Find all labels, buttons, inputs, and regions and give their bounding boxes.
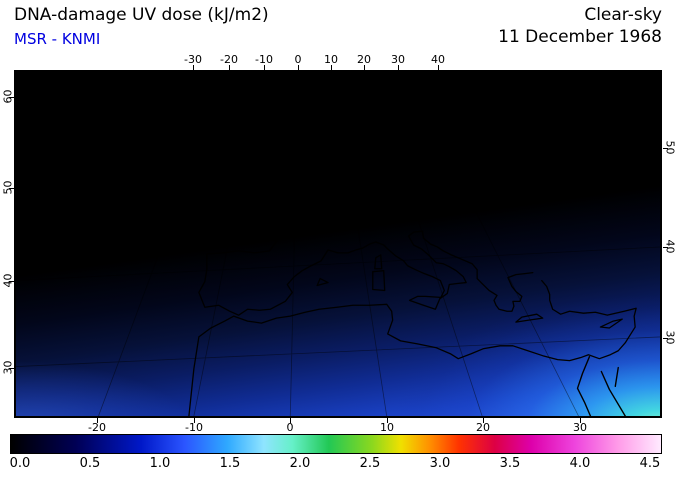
axis-tick-mark — [438, 65, 439, 70]
lon-tick-label-bottom: -20 — [88, 421, 106, 434]
lon-tick-label-top: -20 — [220, 53, 238, 66]
graticule-lines — [16, 72, 660, 416]
lon-tick-label-top: 10 — [324, 53, 338, 66]
source-label: MSR - KNMI — [14, 30, 101, 48]
lon-tick-label-bottom: 30 — [573, 421, 587, 434]
lon-tick-label-top: 0 — [294, 53, 302, 66]
lon-tick-label-bottom: 10 — [380, 421, 394, 434]
colorbar-tick-label: 0.0 — [9, 456, 31, 471]
lon-tick-label-top: 40 — [431, 53, 445, 66]
colorbar-tick-label: 4.5 — [639, 456, 661, 471]
axis-tick-mark — [193, 65, 194, 70]
page-title: DNA-damage UV dose (kJ/m2) — [14, 5, 269, 25]
colorbar-tick-label: 1.5 — [219, 456, 241, 471]
axis-tick-mark — [229, 65, 230, 70]
lon-tick-label-top: 30 — [391, 53, 405, 66]
axis-tick-mark — [97, 418, 98, 423]
map-overlay — [16, 72, 660, 416]
axis-tick-mark — [483, 418, 484, 423]
sky-condition-label: Clear-sky — [584, 5, 662, 25]
coastline-africa-levant — [188, 279, 637, 416]
colorbar-tick-label: 2.5 — [359, 456, 381, 471]
axis-tick-mark — [663, 338, 668, 339]
axis-tick-mark — [580, 418, 581, 423]
colorbar-tick-label: 3.5 — [499, 456, 521, 471]
lon-tick-label-bottom: -10 — [185, 421, 203, 434]
map-panel — [14, 70, 662, 418]
axis-tick-mark — [398, 65, 399, 70]
axis-tick-mark — [264, 65, 265, 70]
coastlines-layer — [188, 178, 637, 416]
axis-tick-mark — [290, 418, 291, 423]
colorbar-tick-label: 1.0 — [149, 456, 171, 471]
axis-tick-mark — [194, 418, 195, 423]
axis-tick-mark — [364, 65, 365, 70]
axis-tick-mark — [9, 368, 14, 369]
colorbar-tick-label: 3.0 — [429, 456, 451, 471]
axis-tick-mark — [387, 418, 388, 423]
axis-tick-mark — [9, 97, 14, 98]
lon-tick-label-top: -10 — [255, 53, 273, 66]
axis-tick-mark — [298, 65, 299, 70]
axis-tick-mark — [331, 65, 332, 70]
colorbar-tick-label: 2.0 — [289, 456, 311, 471]
axis-tick-mark — [663, 247, 668, 248]
colorbar-tick-label: 4.0 — [569, 456, 591, 471]
colorbar-tick-label: 0.5 — [79, 456, 101, 471]
axis-tick-mark — [9, 281, 14, 282]
lon-tick-label-top: 20 — [357, 53, 371, 66]
date-label: 11 December 1968 — [498, 27, 662, 47]
axis-tick-mark — [9, 188, 14, 189]
axis-tick-mark — [663, 148, 668, 149]
coastline-europe — [198, 178, 534, 316]
colorbar-gradient — [10, 434, 662, 454]
coastline-islands — [316, 254, 623, 329]
lon-tick-label-top: -30 — [184, 53, 202, 66]
lon-tick-label-bottom: 20 — [476, 421, 490, 434]
lon-tick-label-bottom: 0 — [286, 421, 294, 434]
rivers-and-seas — [576, 355, 626, 416]
